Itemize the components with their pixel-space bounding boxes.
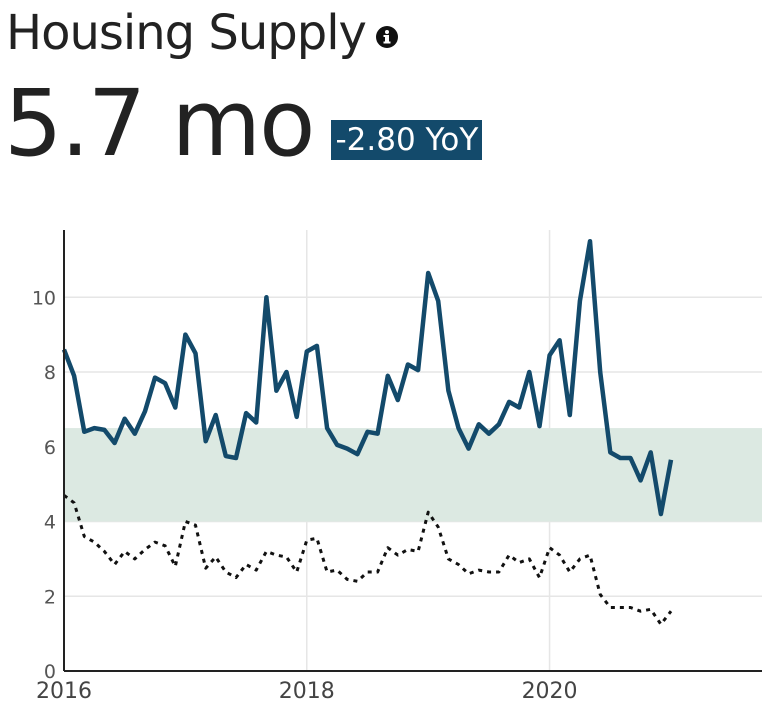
x-tick-label: 2020 <box>522 679 578 704</box>
y-tick-label: 6 <box>44 437 56 459</box>
yoy-change-badge: -2.80 YoY <box>331 120 483 160</box>
x-tick-label: 2016 <box>36 679 92 704</box>
value-row: 5.7 mo -2.80 YoY <box>4 70 483 177</box>
normal-range-band <box>64 428 762 522</box>
y-tick-label: 8 <box>44 362 56 384</box>
series-layer <box>61 238 674 626</box>
y-tick-label: 2 <box>44 586 56 608</box>
y-tick-label: 10 <box>32 287 56 309</box>
axis-layer: 0 2 4 6 8 10 2016 2018 2020 <box>32 230 762 704</box>
x-tick-label: 2018 <box>279 679 335 704</box>
band-layer <box>64 428 762 522</box>
current-value: 5.7 mo <box>4 70 315 177</box>
comparison-series-line <box>63 494 673 626</box>
info-circle-icon[interactable] <box>375 26 398 48</box>
title-row: Housing Supply <box>6 2 398 64</box>
y-tick-label: 4 <box>44 512 56 534</box>
y-tick-label: 0 <box>44 661 56 683</box>
housing-supply-series-line <box>61 238 674 517</box>
page-title: Housing Supply <box>6 5 367 61</box>
housing-supply-chart: 0 2 4 6 8 10 2016 2018 2020 <box>32 230 762 704</box>
